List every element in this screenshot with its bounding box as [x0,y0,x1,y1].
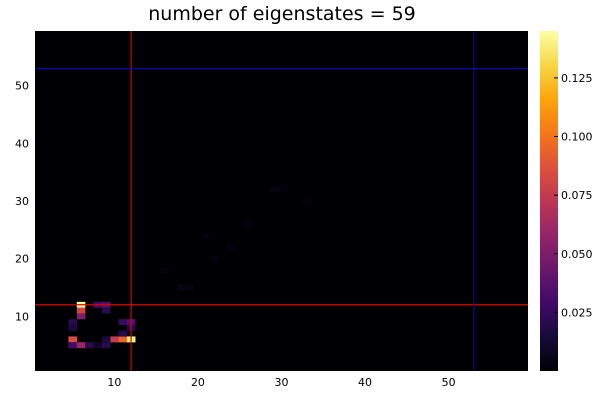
heatmap-cell [118,330,128,337]
y-tick-label: 20 [15,253,29,266]
y-tick-label: 40 [15,137,29,150]
heatmap-cell [101,307,111,314]
heatmap-cell [76,342,86,349]
heatmap-cell [118,319,128,326]
heatmap-cell [101,342,111,349]
heatmap-cell [68,324,77,331]
heatmap-cell [268,186,278,193]
x-tick-label: 30 [275,376,289,389]
colorbar-tick-label: 0.025 [561,306,593,319]
y-tick-label: 50 [15,80,29,93]
heatmap-cell [177,284,186,291]
x-tick-label: 40 [358,376,372,389]
reference-lines [35,31,528,371]
heatmap-cell [68,342,77,349]
colorbar-tick-label: 0.050 [561,248,593,261]
y-tick-label: 30 [15,195,29,208]
heatmap-cell [68,319,77,326]
heatmap-cell [227,244,236,251]
heatmap-cell [277,186,286,193]
colorbar-tick-label: 0.125 [561,72,593,85]
heatmap-cell [76,307,86,314]
x-tick-label: 20 [191,376,205,389]
y-tick-label: 10 [15,310,29,323]
x-tick-label: 10 [107,376,121,389]
y-axis-ticks: 10 20 30 40 50 [15,80,39,323]
colorbar-tick-label: 0.100 [561,131,593,144]
heatmap-cell [202,232,211,239]
heatmap-cell [85,342,94,349]
heatmap-cell [185,284,194,291]
heatmap-cell [101,336,111,343]
heatmap-cell [118,336,128,343]
heatmap-cell [93,342,103,349]
chart-title: number of eigenstates = 59 [148,3,416,25]
heatmap-cell [210,255,220,262]
x-axis-ticks: 10 20 30 40 50 [107,367,456,389]
plot-area [35,31,528,371]
heatmap-cell [243,221,253,228]
heatmap-cell [160,267,169,274]
heatmap-cell [302,198,311,205]
heatmap-cell [110,336,119,343]
colorbar-ticks: 0.025 0.050 0.075 0.100 0.125 [554,72,593,319]
colorbar-tick-label: 0.075 [561,189,593,202]
heatmap-cell [68,336,77,343]
heatmap-cell [76,313,86,320]
colorbar [540,31,558,371]
x-tick-label: 50 [442,376,456,389]
